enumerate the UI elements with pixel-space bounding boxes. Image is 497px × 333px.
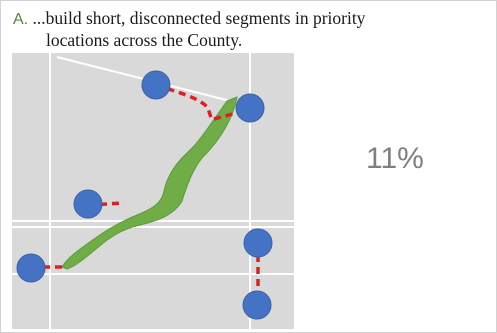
node-right-lower [242, 290, 272, 320]
option-text-line2: locations across the County. [46, 30, 243, 50]
trail-network-map [12, 53, 294, 329]
option-text: A. ...build short, disconnected segments… [13, 8, 483, 51]
trail-segment [61, 96, 238, 270]
percent-result: 11% [366, 142, 424, 175]
node-bottom-left [16, 253, 46, 283]
gap-line-top [155, 83, 214, 122]
node-right-upper [243, 228, 273, 258]
node-middle-left [73, 189, 103, 219]
option-text-line1: ...build short, disconnected segments in… [32, 8, 366, 28]
option-letter: A. [13, 11, 29, 28]
nodes [16, 70, 273, 320]
node-top [141, 70, 171, 100]
node-top-right [235, 93, 265, 123]
